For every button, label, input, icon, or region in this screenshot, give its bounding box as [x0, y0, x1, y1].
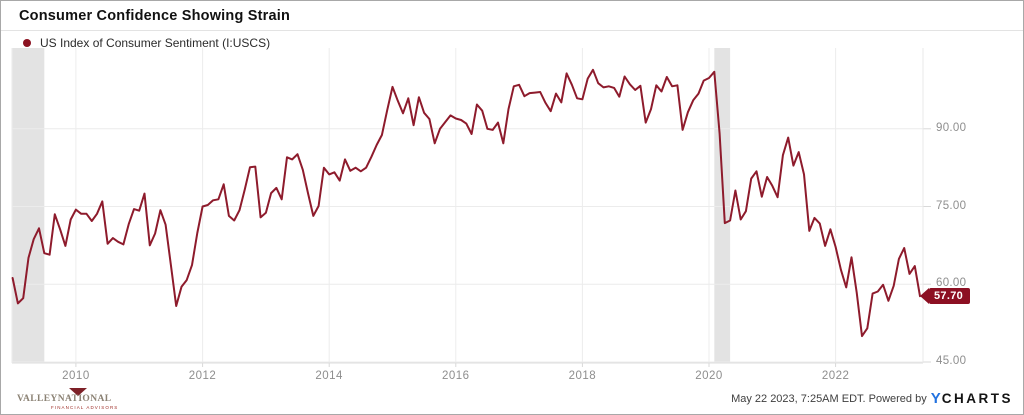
y-axis-label: 90.00 — [936, 121, 967, 134]
x-axis-label: 2020 — [695, 370, 723, 382]
chart-header: Consumer Confidence Showing Strain — [1, 1, 1023, 31]
x-axis-label: 2014 — [315, 370, 343, 382]
legend: US Index of Consumer Sentiment (I:USCS) — [23, 35, 270, 51]
logo-word-valley: VALLEY — [17, 394, 58, 404]
sentiment-series-line — [11, 68, 921, 338]
legend-marker-icon — [23, 39, 31, 47]
x-axis-label: 2012 — [188, 370, 217, 382]
valley-national-logo: VALLEYNATIONAL FINANCIAL ADVISORS — [17, 388, 117, 410]
logo-word-national: NATIONAL — [57, 394, 112, 404]
last-value-badge: 57.70 — [920, 288, 971, 305]
attribution: May 22 2023, 7:25AM EDT. Powered by Y CHA… — [731, 390, 1013, 407]
ycharts-logo[interactable]: Y CHARTS — [931, 390, 1013, 407]
y-axis-label: 75.00 — [936, 199, 967, 212]
page-title: Consumer Confidence Showing Strain — [19, 8, 291, 24]
badge-arrow-icon — [920, 288, 929, 305]
ycharts-y-icon: Y — [930, 390, 941, 407]
valley-national-flag-icon — [69, 388, 87, 396]
recession-band — [12, 48, 45, 363]
logo-subtext: FINANCIAL ADVISORS — [51, 404, 119, 410]
last-value-text: 57.70 — [929, 288, 971, 305]
y-axis-label: 60.00 — [936, 277, 967, 290]
chart-footer: VALLEYNATIONAL FINANCIAL ADVISORS May 22… — [1, 384, 1023, 414]
x-axis-label: 2010 — [62, 370, 90, 382]
ycharts-wordmark: CHARTS — [941, 391, 1013, 406]
sentiment-line-chart[interactable] — [11, 48, 931, 367]
x-axis-label: 2016 — [441, 370, 470, 382]
legend-label: US Index of Consumer Sentiment (I:USCS) — [40, 36, 271, 50]
x-axis-label: 2018 — [568, 370, 597, 382]
timestamp: May 22 2023, 7:25AM EDT. Powered by — [731, 392, 927, 405]
y-axis-label: 45.00 — [936, 354, 967, 367]
x-axis-label: 2022 — [821, 370, 850, 382]
